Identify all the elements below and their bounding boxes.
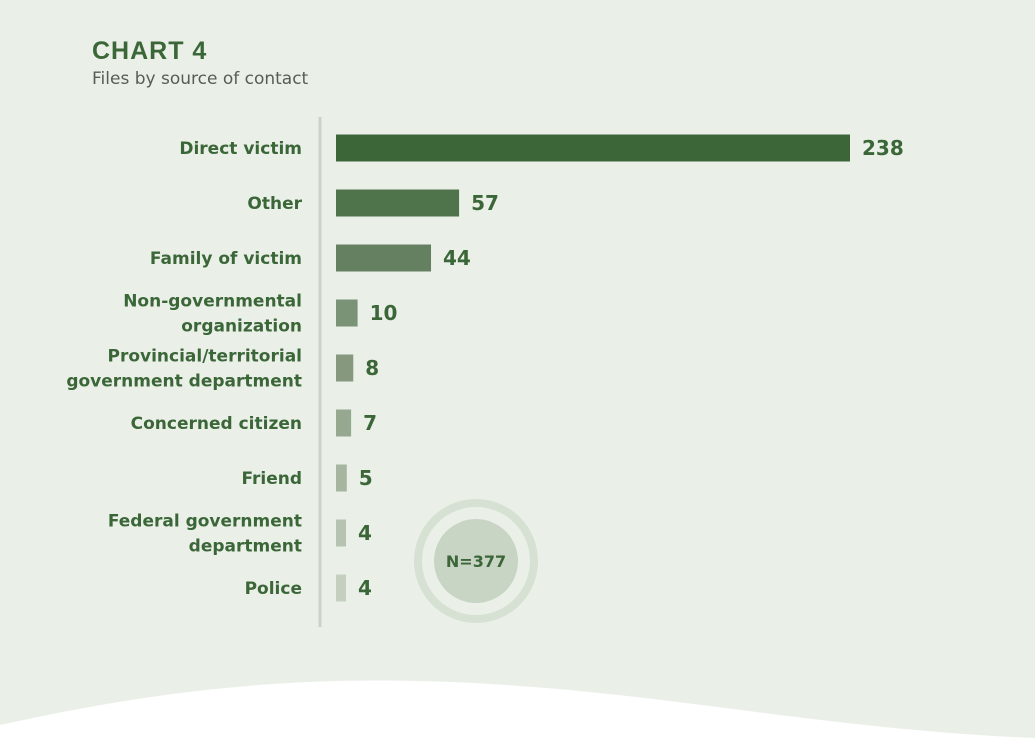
chart-title: CHART 4: [92, 37, 208, 65]
total-badge: N=377: [414, 499, 538, 623]
bar-value-label: 10: [370, 301, 398, 325]
category-label: Concerned citizen: [131, 414, 302, 434]
bar-value-label: 4: [358, 576, 372, 600]
total-badge-ring: [414, 499, 538, 623]
bar: [336, 299, 358, 327]
category-label: Other: [247, 194, 302, 214]
bar-value-label: 238: [862, 136, 904, 160]
bar: [336, 354, 354, 382]
category-label: Direct victim: [179, 139, 302, 159]
category-label: Friend: [241, 469, 302, 489]
bar-value-label: 44: [443, 246, 471, 270]
bar: [336, 244, 432, 272]
bar: [336, 134, 850, 162]
bar-value-label: 7: [363, 411, 377, 435]
category-label: Police: [245, 579, 302, 599]
total-label: N=377: [446, 552, 506, 571]
bar-value-label: 57: [471, 191, 499, 215]
bar-value-label: 4: [358, 521, 372, 545]
bar-value-label: 5: [359, 466, 373, 490]
bar: [336, 189, 460, 217]
bar: [336, 409, 352, 437]
bar: [336, 519, 346, 547]
bottom-wave: [0, 680, 1035, 749]
total-badge-fill: [434, 519, 518, 603]
bar: [336, 464, 347, 492]
category-label: Provincial/territorial government departm…: [66, 347, 302, 392]
bar: [336, 574, 346, 602]
category-label: Federal government department: [108, 512, 302, 557]
bar-value-label: 8: [365, 356, 379, 380]
category-label: Non-governmental organization: [123, 292, 302, 337]
chart-subtitle: Files by source of contact: [92, 69, 309, 89]
category-label: Family of victim: [150, 249, 302, 269]
